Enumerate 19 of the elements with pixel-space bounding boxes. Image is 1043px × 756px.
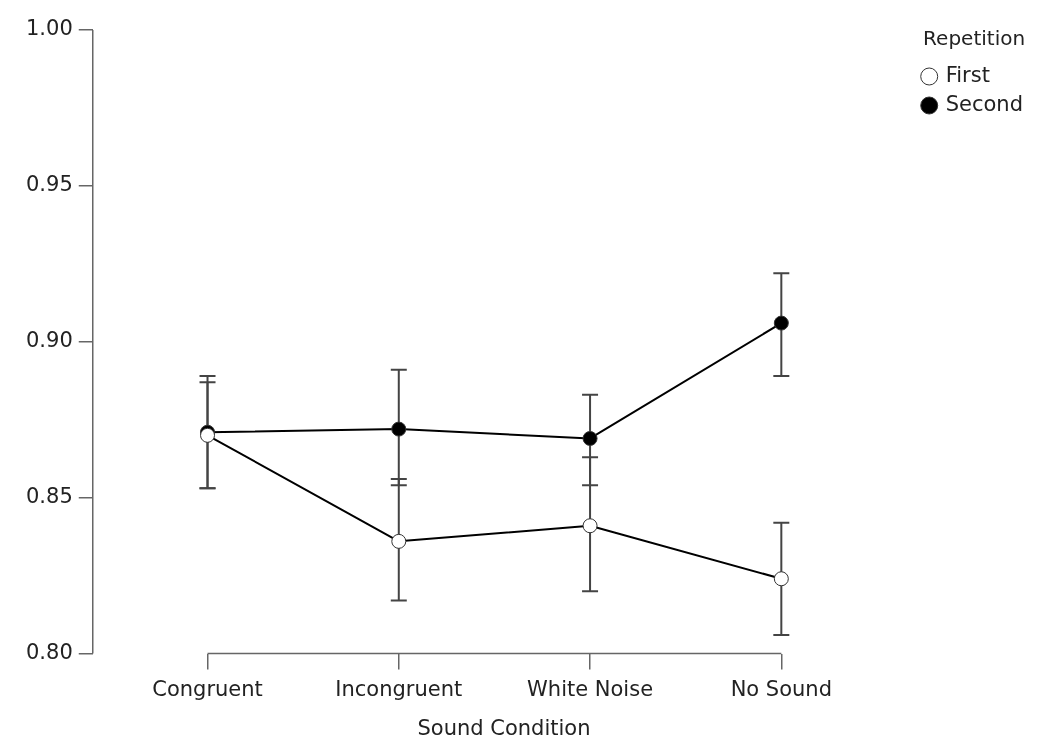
y-tick-label: 1.00 <box>25 16 73 41</box>
point <box>773 315 789 331</box>
x-tick-label: White Noise <box>527 676 654 701</box>
x-tick-label: Congruent <box>152 676 263 701</box>
y-tick-label: 0.95 <box>25 172 73 197</box>
y-tick-label: 0.80 <box>25 640 73 665</box>
point <box>582 430 598 446</box>
point <box>391 533 407 549</box>
x-tick-label: Incongruent <box>335 676 463 701</box>
y-tick-label: 0.85 <box>25 484 73 509</box>
legend-label: First <box>945 62 990 87</box>
point <box>582 518 598 534</box>
point <box>391 421 407 437</box>
legend-title: Repetition <box>923 26 1026 51</box>
y-tick-label: 0.90 <box>25 328 73 353</box>
point <box>773 571 789 587</box>
legend-label: Second <box>945 91 1024 116</box>
x-axis-title: Sound Condition <box>417 715 591 740</box>
x-tick-label: No Sound <box>730 676 833 701</box>
